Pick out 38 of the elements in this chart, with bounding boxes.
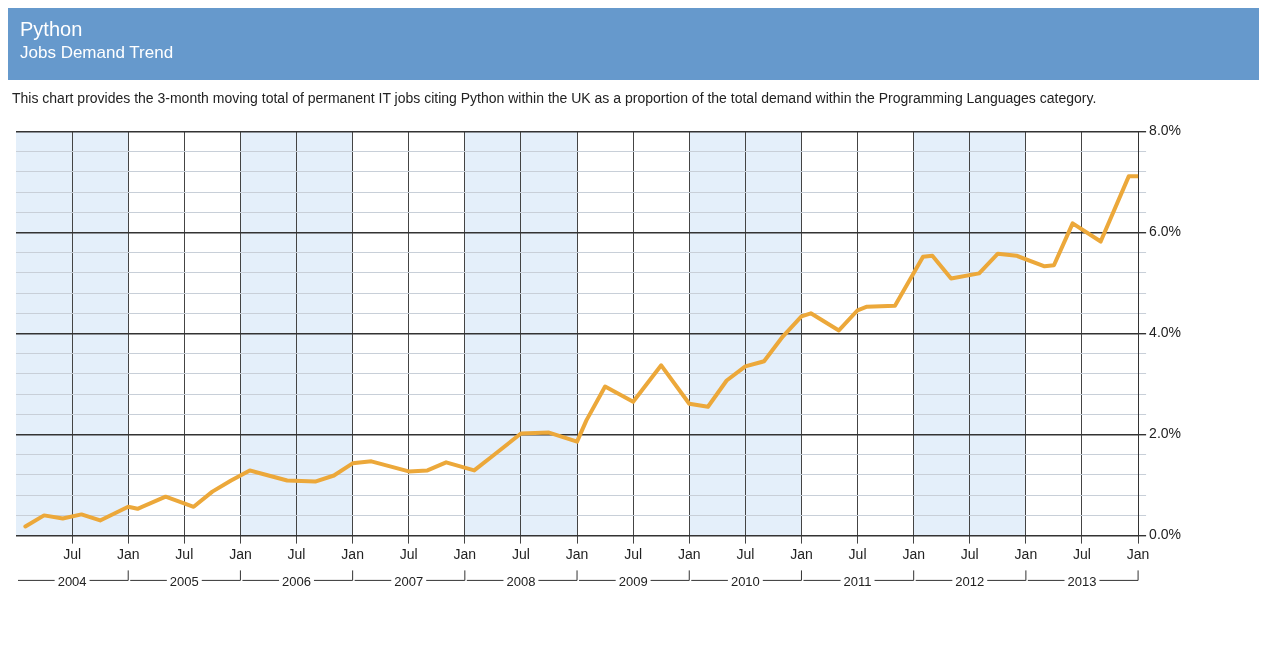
x-tick-label: Jan [229, 545, 252, 562]
x-tick-label: Jan [1014, 545, 1038, 562]
x2-tick-label: 2006 [282, 573, 311, 589]
y-tick-label: 6.0% [1149, 223, 1182, 240]
x-tick-label: Jan [677, 545, 701, 562]
x-tick-label: Jul [1073, 545, 1091, 562]
x-tick-label: Jan [453, 545, 477, 562]
chart-title: Python [20, 18, 84, 41]
x-tick-label: Jul [511, 545, 530, 562]
y-tick-label: 4.0% [1149, 324, 1182, 341]
x-tick-label: Jan [116, 545, 140, 562]
x-tick-label: Jul [848, 545, 867, 562]
x-tick-label: Jan [902, 545, 925, 562]
y-tick-label: 0.0% [1149, 526, 1182, 543]
x2-tick-label: 2009 [618, 573, 648, 589]
y-tick-label: 8.0% [1149, 122, 1182, 139]
x-tick-label: Jul [960, 545, 979, 562]
x-tick-label: Jan [1126, 545, 1150, 562]
x2-tick-label: 2005 [169, 573, 199, 589]
x2-tick-label: 2008 [506, 573, 536, 589]
y-tick-label: 2.0% [1149, 425, 1182, 442]
text: This chart provides the 3-month moving total of permanent IT jobs citing Python within the UK as a proportion of the total demand within the Programming Languages category. [12, 89, 1098, 108]
x-tick-label: Jul [287, 545, 306, 562]
x-tick-label: Jul [624, 545, 643, 562]
x-tick-label: Jul [63, 545, 82, 562]
chart-subtitle: Jobs Demand Trend [20, 43, 175, 63]
x2-tick-label: 2011 [843, 573, 872, 589]
x-tick-label: Jul [175, 545, 194, 562]
x-tick-label: Jan [341, 545, 364, 562]
x2-tick-label: 2004 [57, 573, 87, 589]
x-tick-label: Jul [399, 545, 418, 562]
x-tick-label: Jan [565, 545, 589, 562]
x-tick-label: Jan [790, 545, 813, 562]
x-tick-label: Jul [736, 545, 755, 562]
x2-tick-label: 2007 [394, 573, 424, 589]
x2-tick-label: 2012 [955, 573, 985, 589]
x2-tick-label: 2010 [730, 573, 760, 589]
x2-tick-label: 2013 [1067, 573, 1097, 589]
